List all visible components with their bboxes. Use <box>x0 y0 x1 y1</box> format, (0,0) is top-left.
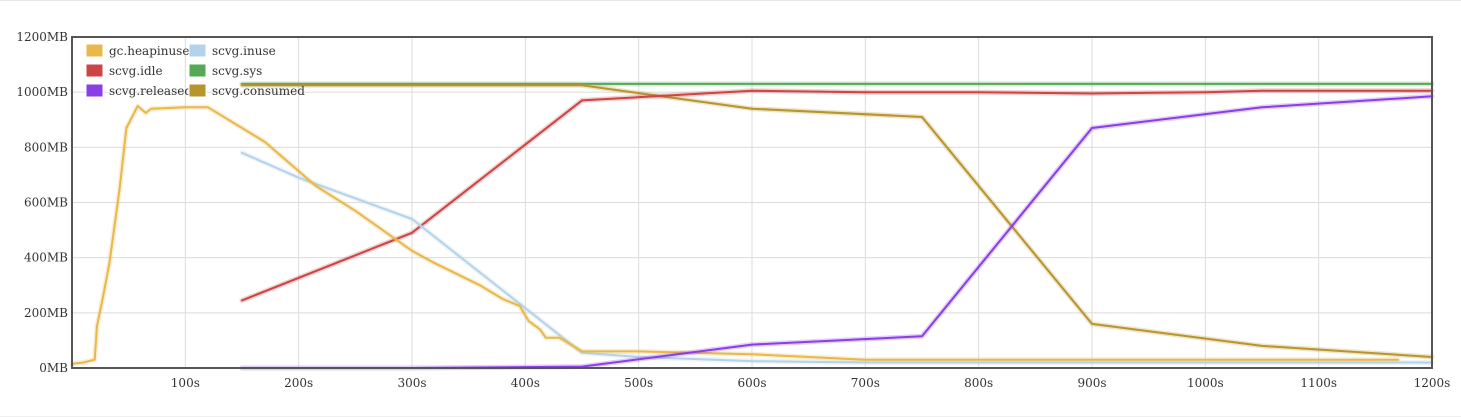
y-tick-label: 1000MB <box>16 85 68 99</box>
x-tick-label: 200s <box>284 376 313 390</box>
x-tick-label: 1000s <box>1187 376 1224 390</box>
series-line-scvg-released <box>241 95 1433 369</box>
y-axis: 0MB 200MB 400MB 600MB 800MB 1000MB 1200MB <box>16 30 68 375</box>
series-halo-gc-heapinuse <box>69 103 1401 367</box>
x-axis: 100s 200s 300s 400s 500s 600s 700s 800s 900s 1000… <box>171 376 1451 390</box>
y-tick-label: 200MB <box>24 306 68 320</box>
legend-swatch-scvg-released <box>85 83 104 98</box>
legend-label-scvg-sys: scvg.sys <box>212 64 262 78</box>
legend-label-scvg-consumed: scvg.consumed <box>212 84 305 98</box>
legend-swatch-scvg-idle <box>85 63 104 78</box>
y-tick-label: 1200MB <box>16 30 68 44</box>
legend-label-scvg-released: scvg.released <box>109 84 192 98</box>
legend-swatch-scvg-consumed <box>188 83 207 98</box>
x-tick-label: 400s <box>511 376 540 390</box>
x-tick-label: 100s <box>171 376 200 390</box>
series-halo-scvg-released <box>239 93 1435 371</box>
series-line-scvg-inuse <box>241 151 1433 364</box>
x-tick-label: 600s <box>737 376 766 390</box>
x-tick-label: 800s <box>964 376 993 390</box>
legend-label-gc-heapinuse: gc.heapinuse <box>109 44 189 58</box>
legend-label-scvg-idle: scvg.idle <box>109 64 163 78</box>
x-tick-label: 300s <box>397 376 426 390</box>
x-tick-label: 1100s <box>1300 376 1337 390</box>
legend-label-scvg-inuse: scvg.inuse <box>212 44 276 58</box>
y-tick-label: 400MB <box>24 251 68 265</box>
series-layer <box>69 81 1435 371</box>
y-tick-label: 600MB <box>24 196 68 210</box>
legend: gc.heapinuse scvg.inuse scvg.idle scvg.sys s… <box>85 43 305 98</box>
series-line-gc-heapinuse <box>71 105 1399 365</box>
series-line-scvg-consumed <box>241 84 1433 358</box>
x-tick-label: 1200s <box>1414 376 1451 390</box>
series-halo-scvg-idle <box>239 88 1435 303</box>
legend-swatch-scvg-sys <box>188 63 207 78</box>
legend-swatch-gc-heapinuse <box>85 43 104 58</box>
x-tick-label: 700s <box>851 376 880 390</box>
series-line-scvg-idle <box>241 89 1433 302</box>
y-tick-label: 800MB <box>24 140 68 154</box>
series-halo-scvg-consumed <box>239 82 1435 360</box>
plot-frame <box>71 36 1433 369</box>
x-tick-label: 500s <box>624 376 653 390</box>
x-tick-label: 900s <box>1077 376 1106 390</box>
legend-swatch-scvg-inuse <box>188 43 207 58</box>
y-tick-label: 0MB <box>39 361 68 375</box>
